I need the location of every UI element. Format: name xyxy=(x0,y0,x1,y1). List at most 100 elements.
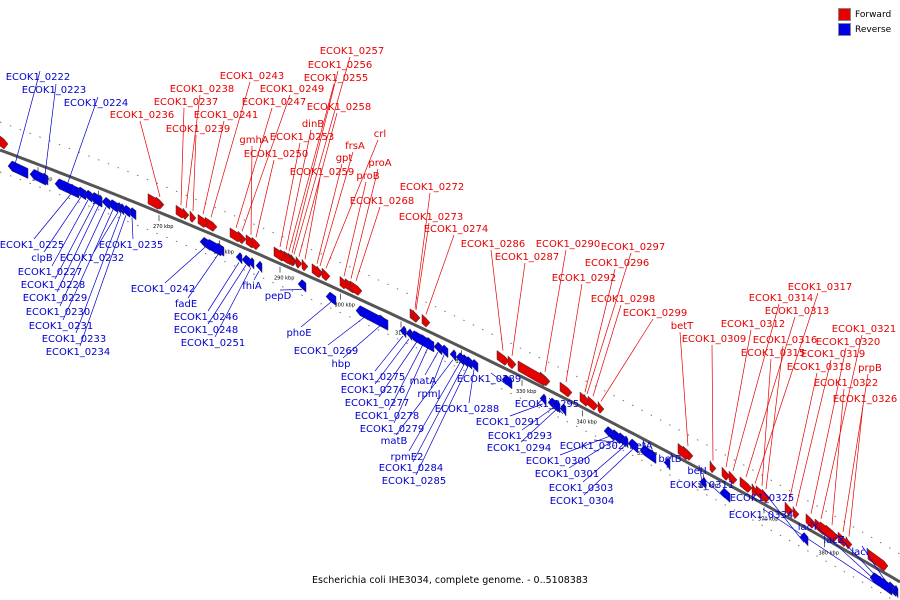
forward-gene[interactable] xyxy=(349,280,363,296)
forward-gene[interactable] xyxy=(867,548,889,572)
forward-gene[interactable] xyxy=(311,263,323,278)
gene-label-reverse[interactable]: ECOK1_0269 xyxy=(294,346,359,357)
gene-label-reverse[interactable]: lacZ xyxy=(823,535,844,546)
reverse-gene[interactable] xyxy=(255,260,263,274)
gene-label-forward[interactable]: ECOK1_0250 xyxy=(244,149,309,160)
reverse-gene[interactable] xyxy=(204,238,222,257)
forward-gene[interactable] xyxy=(147,193,163,210)
gene-label-forward[interactable]: ECOK1_0236 xyxy=(110,110,175,121)
forward-gene[interactable] xyxy=(792,505,800,520)
forward-gene[interactable] xyxy=(421,313,431,328)
gene-label-reverse[interactable]: ECOK1_0235 xyxy=(99,240,164,251)
forward-gene[interactable] xyxy=(197,213,209,228)
gene-label-forward[interactable]: ECOK1_0239 xyxy=(166,124,231,135)
gene-label-reverse[interactable]: fadE xyxy=(175,299,197,310)
gene-label-reverse[interactable]: pepD xyxy=(265,291,292,302)
forward-gene[interactable] xyxy=(805,513,817,529)
gene-label-reverse[interactable]: lacI xyxy=(851,547,868,558)
forward-gene[interactable] xyxy=(229,227,243,243)
forward-gene[interactable] xyxy=(175,204,187,219)
reverse-gene[interactable] xyxy=(449,349,457,363)
gene-label-reverse[interactable]: ECOK1_0285 xyxy=(382,476,447,487)
gene-label-reverse[interactable]: ECOK1_0248 xyxy=(174,325,239,336)
gene-label-forward[interactable]: prpB xyxy=(858,363,882,374)
gene-label-forward[interactable]: ECOK1_0299 xyxy=(623,308,688,319)
gene-label-forward[interactable]: ECOK1_0255 xyxy=(304,73,369,84)
reverse-gene[interactable] xyxy=(117,203,125,216)
reverse-gene[interactable] xyxy=(241,254,251,269)
forward-gene[interactable] xyxy=(597,400,605,414)
gene-label-forward[interactable]: ECOK1_0241 xyxy=(194,110,259,121)
gene-label-forward[interactable]: proA xyxy=(368,158,391,169)
forward-gene[interactable] xyxy=(728,470,738,485)
gene-label-forward[interactable]: ECOK1_0258 xyxy=(307,102,372,113)
reverse-gene[interactable] xyxy=(409,330,435,353)
gene-label-reverse[interactable]: ECOK1_0228 xyxy=(21,280,86,291)
gene-label-forward[interactable]: gpt xyxy=(336,153,353,164)
reverse-gene[interactable] xyxy=(89,192,103,208)
gene-label-reverse[interactable]: ECOK1_0300 xyxy=(526,456,591,467)
gene-label-reverse[interactable]: betA xyxy=(629,441,652,452)
forward-gene[interactable] xyxy=(189,210,197,223)
forward-gene[interactable] xyxy=(301,258,309,272)
forward-gene[interactable] xyxy=(507,355,517,370)
gene-label-forward[interactable]: ECOK1_0272 xyxy=(400,182,465,193)
gene-label-reverse[interactable]: betB xyxy=(658,454,681,465)
gene-label-forward[interactable]: dinB xyxy=(302,119,324,130)
gene-label-forward[interactable]: ECOK1_0312 xyxy=(721,319,786,330)
gene-label-forward[interactable]: ECOK1_0253 xyxy=(270,132,335,143)
gene-label-forward[interactable]: gmhA xyxy=(239,135,268,146)
reverse-gene[interactable] xyxy=(405,328,413,342)
reverse-gene[interactable] xyxy=(559,403,567,417)
gene-label-forward[interactable]: ECOK1_0315 xyxy=(741,348,806,359)
reverse-gene[interactable] xyxy=(539,393,547,407)
forward-gene[interactable] xyxy=(273,246,287,262)
gene-label-reverse[interactable]: rpmJ xyxy=(417,389,440,400)
reverse-gene[interactable] xyxy=(433,341,443,356)
gene-label-reverse[interactable]: ECOK1_0231 xyxy=(29,321,94,332)
gene-label-reverse[interactable]: matB xyxy=(381,436,408,447)
gene-label-forward[interactable]: ECOK1_0286 xyxy=(461,239,526,250)
gene-label-forward[interactable]: ECOK1_0268 xyxy=(350,196,415,207)
reverse-gene[interactable] xyxy=(719,487,731,504)
gene-label-reverse[interactable]: ECOK1_0275 xyxy=(341,372,406,383)
gene-label-forward[interactable]: ECOK1_0298 xyxy=(591,294,656,305)
reverse-gene[interactable] xyxy=(399,325,407,339)
gene-label-reverse[interactable]: ECOK1_0232 xyxy=(60,253,125,264)
gene-label-reverse[interactable]: ECOK1_0224 xyxy=(64,98,129,109)
gene-label-reverse[interactable]: ECOK1_0234 xyxy=(46,347,111,358)
forward-gene[interactable] xyxy=(339,275,349,290)
forward-gene[interactable] xyxy=(321,267,331,282)
forward-gene[interactable] xyxy=(721,466,731,481)
reverse-gene[interactable] xyxy=(54,178,80,199)
gene-label-reverse[interactable]: ECOK1_0293 xyxy=(488,431,553,442)
gene-label-reverse[interactable]: ECOK1_0284 xyxy=(379,463,444,474)
gene-label-forward[interactable]: ECOK1_0257 xyxy=(320,46,385,57)
reverse-gene[interactable] xyxy=(101,196,111,210)
gene-label-forward[interactable]: ECOK1_0319 xyxy=(801,349,866,360)
gene-label-forward[interactable]: ECOK1_0290 xyxy=(536,239,601,250)
reverse-gene[interactable] xyxy=(297,279,307,293)
reverse-gene[interactable] xyxy=(7,160,29,179)
forward-gene[interactable] xyxy=(709,459,717,474)
reverse-gene[interactable] xyxy=(627,438,639,454)
gene-label-reverse[interactable]: ECOK1_0334 xyxy=(729,510,794,521)
gene-label-forward[interactable]: ECOK1_0243 xyxy=(220,71,285,82)
reverse-gene[interactable] xyxy=(869,572,893,596)
forward-gene[interactable] xyxy=(251,236,261,251)
gene-label-forward[interactable]: ECOK1_0287 xyxy=(495,252,560,263)
reverse-gene[interactable] xyxy=(29,168,47,186)
reverse-gene[interactable] xyxy=(639,444,657,465)
reverse-gene[interactable] xyxy=(107,199,119,214)
forward-gene[interactable] xyxy=(677,442,691,461)
gene-label-reverse[interactable]: ECOK1_0278 xyxy=(355,411,420,422)
gene-label-forward[interactable]: ECOK1_0247 xyxy=(242,97,307,108)
gene-label-forward[interactable]: ECOK1_0259 xyxy=(290,167,355,178)
gene-label-forward[interactable]: proB xyxy=(356,171,379,182)
gene-label-reverse[interactable]: ECOK1_0304 xyxy=(550,496,615,507)
gene-label-reverse[interactable]: ECOK1_0288 xyxy=(435,404,500,415)
gene-label-reverse[interactable]: ECOK1_0229 xyxy=(23,293,88,304)
forward-gene[interactable] xyxy=(739,476,753,493)
forward-gene[interactable] xyxy=(559,381,573,398)
gene-label-reverse[interactable]: ECOK1_0301 xyxy=(535,469,600,480)
